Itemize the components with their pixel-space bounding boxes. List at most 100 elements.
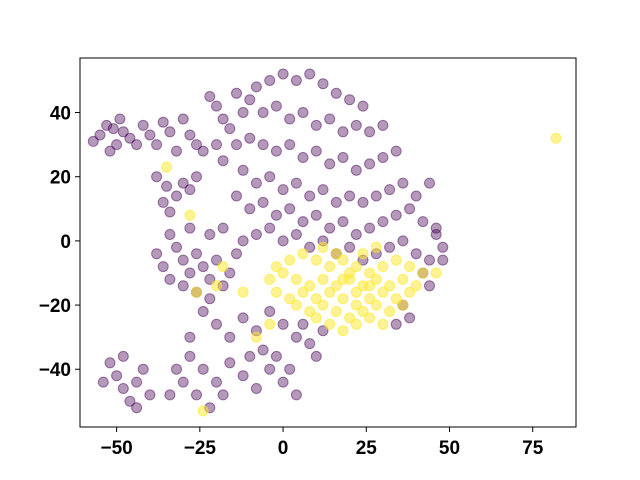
scatter-point-class-0	[350, 229, 362, 240]
scatter-point-class-0	[317, 325, 329, 337]
scatter-point-class-1	[390, 254, 402, 266]
scatter-point-class-0	[164, 126, 176, 138]
scatter-point-class-1	[337, 293, 349, 305]
scatter-point-class-0	[437, 254, 449, 266]
scatter-point-class-1	[304, 280, 316, 292]
scatter-point-class-0	[370, 190, 382, 202]
scatter-point-class-1	[310, 254, 322, 266]
scatter-point-class-0	[264, 75, 276, 86]
scatter-point-class-0	[377, 152, 389, 163]
scatter-point-class-1	[197, 405, 209, 417]
scatter-point-class-1	[377, 261, 389, 273]
scatter-point-class-0	[87, 135, 99, 147]
scatter-point-class-0	[417, 216, 429, 228]
scatter-point-class-0	[277, 235, 289, 247]
scatter-point-class-0	[164, 229, 176, 240]
scatter-point-class-1	[417, 267, 429, 279]
x-axis: −50 −25 0 25 50 75	[101, 427, 544, 459]
scatter-point-class-0	[304, 241, 316, 253]
scatter-point-class-0	[124, 395, 136, 407]
scatter-point-class-0	[410, 248, 422, 260]
scatter-point-class-0	[197, 363, 209, 375]
scatter-point-class-0	[410, 190, 422, 202]
scatter-point-class-1	[364, 312, 376, 324]
scatter-point-class-1	[270, 286, 282, 298]
scatter-point-class-0	[164, 389, 176, 401]
scatter-point-class-0	[217, 113, 229, 125]
y-tick-label: 0	[60, 232, 71, 253]
scatter-point-class-1	[350, 318, 362, 330]
scatter-point-class-0	[104, 357, 116, 369]
scatter-point-class-0	[317, 78, 329, 90]
scatter-point-class-0	[124, 132, 136, 144]
scatter-point-class-1	[364, 280, 376, 292]
scatter-point-class-0	[197, 306, 209, 317]
scatter-point-class-0	[211, 139, 222, 151]
scatter-point-class-0	[310, 350, 322, 362]
scatter-point-class-0	[284, 139, 296, 151]
scatter-point-class-0	[250, 383, 262, 394]
scatter-point-class-0	[117, 383, 129, 394]
scatter-point-class-0	[310, 145, 322, 157]
scatter-point-class-0	[191, 389, 202, 401]
scatter-point-class-0	[390, 209, 402, 221]
scatter-point-class-0	[297, 152, 309, 163]
scatter-point-class-0	[424, 177, 435, 189]
scatter-point-class-1	[284, 293, 296, 305]
scatter-point-class-0	[101, 119, 113, 131]
scatter-point-class-0	[324, 222, 336, 234]
scatter-point-class-0	[211, 254, 222, 266]
x-tick-label: 75	[522, 438, 544, 459]
scatter-point-class-0	[337, 126, 349, 138]
scatter-point-class-0	[384, 184, 396, 196]
scatter-point-class-0	[131, 376, 143, 388]
scatter-point-class-0	[157, 261, 169, 273]
scatter-point-class-1	[310, 312, 322, 324]
scatter-point-class-0	[237, 235, 249, 247]
scatter-point-class-0	[114, 113, 126, 125]
scatter-point-class-0	[337, 152, 349, 163]
scatter-point-class-1	[377, 286, 389, 298]
scatter-point-class-0	[390, 145, 402, 157]
scatter-point-class-1	[404, 286, 416, 298]
scatter-point-class-0	[424, 280, 435, 292]
scatter-point-class-0	[184, 331, 196, 343]
x-tick-label: 25	[356, 438, 378, 459]
scatter-point-class-1	[317, 241, 329, 253]
scatter-point-class-0	[164, 273, 176, 285]
scatter-point-class-0	[264, 363, 276, 375]
scatter-point-class-0	[284, 113, 296, 125]
scatter-point-class-0	[111, 139, 123, 151]
scatter-point-class-0	[344, 94, 356, 106]
x-tick-label: −50	[101, 438, 133, 459]
scatter-point-class-0	[224, 123, 236, 135]
scatter-point-class-0	[191, 171, 202, 183]
scatter-point-class-1	[430, 267, 442, 279]
scatter-point-class-1	[364, 293, 376, 305]
scatter-point-class-0	[171, 145, 182, 157]
scatter-point-class-1	[390, 293, 402, 305]
scatter-point-class-0	[161, 180, 173, 192]
scatter-point-class-0	[144, 389, 156, 401]
scatter-point-class-0	[117, 350, 129, 362]
scatter-point-class-0	[277, 376, 289, 388]
scatter-point-class-0	[264, 222, 276, 234]
scatter-point-class-0	[264, 171, 276, 183]
scatter-point-class-0	[231, 87, 242, 99]
scatter-point-class-0	[177, 376, 189, 388]
scatter-point-class-0	[204, 229, 216, 240]
scatter-point-class-0	[250, 229, 262, 240]
scatter-point-class-0	[117, 126, 129, 138]
scatter-point-class-1	[384, 306, 396, 317]
scatter-point-class-0	[404, 203, 416, 215]
scatter-point-class-0	[324, 158, 336, 170]
scatter-point-class-1	[364, 267, 376, 279]
scatter-point-class-0	[264, 306, 276, 317]
scatter-point-class-1	[330, 306, 342, 317]
scatter-point-class-1	[550, 132, 562, 144]
scatter-point-class-0	[204, 293, 216, 305]
scatter-point-class-0	[197, 261, 209, 273]
scatter-point-class-0	[107, 123, 119, 135]
scatter-point-class-0	[430, 229, 442, 240]
scatter-point-class-0	[184, 350, 196, 362]
